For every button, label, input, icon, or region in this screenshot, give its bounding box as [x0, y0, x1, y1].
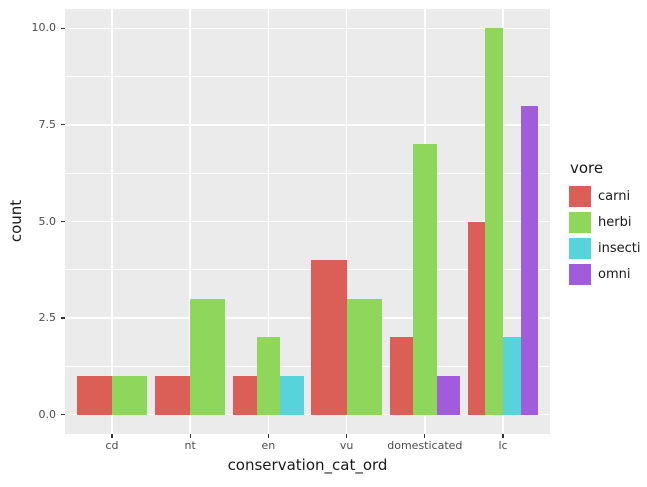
legend-entry-omni: omni — [569, 261, 640, 287]
y-tick-label: 10.0 — [31, 21, 57, 35]
legend: vore carni herbi insecti omni — [569, 159, 640, 287]
legend-key-carni — [569, 185, 591, 207]
y-tick-mark — [61, 27, 65, 29]
gridline-major-vu — [345, 9, 348, 434]
gridline-major — [65, 124, 550, 126]
bar-cd-carni — [76, 376, 112, 415]
bar-vu-carni — [311, 260, 347, 415]
x-tick-label-nt: nt — [184, 439, 196, 452]
bar-lc-insecti — [503, 337, 521, 415]
bar-cd-herbi — [111, 376, 148, 415]
x-tick-mark-vu — [346, 434, 348, 438]
x-tick-label-vu: vu — [339, 439, 354, 452]
y-tick-label: 5.0 — [38, 214, 57, 228]
x-tick-mark-cd — [111, 434, 113, 438]
legend-entry-insecti: insecti — [569, 235, 640, 261]
x-tick-mark-nt — [189, 434, 191, 438]
gridline-minor — [65, 76, 550, 77]
bar-domesticated-omni — [436, 376, 461, 415]
bar-en-carni — [233, 376, 257, 415]
y-tick-mark — [61, 220, 65, 223]
legend-label-carni: carni — [598, 188, 631, 204]
legend-key-insecti — [569, 237, 591, 259]
gridline-major-en — [267, 9, 270, 434]
y-tick-mark — [61, 414, 65, 416]
x-tick-mark-domesticated — [424, 434, 426, 438]
legend-key-herbi — [569, 211, 591, 233]
gridline-major — [65, 27, 550, 30]
y-tick-label: 7.5 — [38, 117, 57, 131]
gridline-major-lc — [502, 9, 504, 434]
legend-label-herbi: herbi — [598, 214, 632, 230]
legend-label-insecti: insecti — [598, 240, 641, 256]
x-tick-label-lc: lc — [498, 439, 508, 452]
bar-lc-herbi — [485, 28, 504, 415]
gridline-major — [65, 413, 550, 416]
bar-lc-carni — [467, 221, 486, 415]
gridline-major — [65, 317, 550, 319]
bar-vu-herbi — [346, 298, 382, 415]
gridline-major-cd — [111, 9, 113, 434]
bar-en-insecti — [280, 376, 304, 415]
x-tick-label-en: en — [261, 439, 276, 452]
gridline-minor — [65, 172, 550, 174]
bar-lc-omni — [520, 105, 539, 415]
y-tick-mark — [61, 124, 65, 126]
x-tick-label-domesticated: domesticated — [387, 439, 463, 452]
legend-items: carni herbi insecti omni — [569, 183, 640, 287]
x-tick-mark-en — [267, 434, 269, 438]
legend-title: vore — [570, 159, 604, 177]
legend-entry-herbi: herbi — [569, 209, 640, 235]
x-tick-mark-lc — [502, 434, 504, 438]
legend-label-omni: omni — [598, 266, 631, 282]
plot-panel — [65, 9, 550, 434]
gridline-major — [65, 220, 550, 223]
legend-entry-carni: carni — [569, 183, 640, 209]
y-tick-label: 2.5 — [38, 311, 57, 325]
y-tick-mark — [61, 317, 65, 319]
gridline-minor — [65, 365, 550, 367]
bar-domesticated-carni — [389, 337, 414, 415]
bar-en-herbi — [256, 337, 281, 415]
bar-nt-herbi — [190, 298, 226, 415]
bar-nt-carni — [154, 376, 191, 415]
y-tick-label: 0.0 — [38, 407, 57, 421]
gridline-major-nt — [189, 9, 191, 434]
legend-key-omni — [569, 263, 591, 285]
bar-domesticated-herbi — [413, 144, 437, 415]
x-tick-label-cd: cd — [105, 439, 119, 452]
x-axis-title: conservation_cat_ord — [227, 456, 388, 474]
gridline-minor — [65, 269, 550, 271]
